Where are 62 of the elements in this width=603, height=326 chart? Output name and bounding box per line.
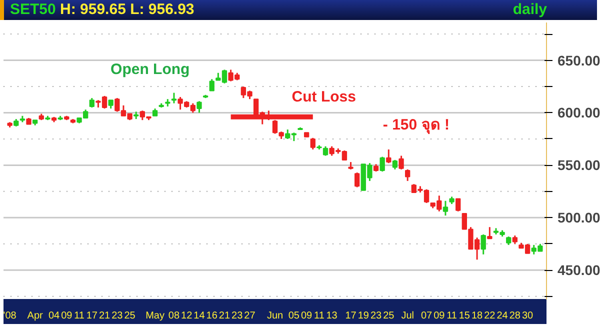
annotation: Open Long	[110, 60, 190, 78]
x-tick-label: 15	[458, 310, 470, 322]
candlestick	[171, 92, 177, 104]
y-tick-label: 500.00	[558, 210, 601, 226]
candlestick	[322, 146, 328, 157]
x-tick-label: 22	[484, 310, 496, 322]
x-tick-label: 23	[112, 310, 124, 322]
x-tick-label: 04	[48, 310, 60, 322]
x-tick-label: 25	[383, 310, 395, 322]
x-tick-label: 11	[314, 310, 325, 322]
x-tick-label: 17	[345, 310, 357, 322]
x-tick-label: 07	[420, 310, 433, 322]
candlestick	[354, 172, 360, 188]
x-tick-label: 28	[509, 310, 521, 322]
y-tick-label: 550.00	[558, 157, 601, 174]
x-tick-label: 17	[86, 310, 98, 322]
x-tick-label: 18	[471, 310, 484, 322]
x-tick-label: Jul	[401, 310, 414, 322]
candlestick	[380, 156, 385, 172]
x-tick-label: 09	[301, 310, 313, 322]
x-tick-label: 25	[124, 310, 136, 322]
x-tick-label: 21	[98, 310, 111, 322]
candlestick	[398, 155, 404, 170]
x-tick-label: May	[146, 310, 164, 322]
y-tick-label: 650.00	[558, 52, 601, 68]
annotation: - 150 จุด !	[382, 116, 450, 134]
y-tick-label: 600.00	[558, 104, 601, 121]
candlestick	[442, 200, 448, 216]
x-tick-label: 12	[181, 310, 193, 322]
x-tick-label: 27	[244, 310, 256, 322]
annotation: Cut Loss	[292, 88, 356, 106]
x-tick-label: 21	[218, 310, 230, 322]
chart-title: SET50 H: 959.65 L: 956.93	[10, 1, 194, 18]
x-tick-label: 11	[446, 310, 458, 322]
x-tick-label: 14	[194, 310, 206, 322]
candlestick	[310, 137, 316, 150]
candlestick	[405, 168, 410, 182]
x-tick-label: 09	[434, 310, 446, 322]
candlestick	[89, 97, 94, 108]
y-tick-label: 450.00	[558, 262, 601, 278]
candlestick	[456, 198, 461, 212]
x-tick-label: 23	[370, 310, 382, 322]
x-tick-label: 19	[358, 310, 370, 322]
chart-subtitle: daily	[512, 0, 547, 20]
x-tick-label: 09	[61, 310, 73, 322]
candlestick	[392, 159, 398, 170]
x-tick-label: 08	[168, 310, 180, 322]
x-tick-label: 05	[288, 310, 300, 322]
x-tick-label: 11	[74, 310, 85, 322]
x-tick-label: Jun	[266, 310, 284, 322]
candlestick	[386, 148, 392, 164]
candlestick	[196, 100, 202, 114]
x-tick-label: 23	[232, 310, 244, 322]
candlestick	[209, 78, 214, 92]
x-tick-label: 30	[522, 310, 534, 322]
x-tick-label: 13	[326, 310, 338, 322]
x-tick-label: 24	[496, 310, 508, 322]
candlestick	[480, 234, 486, 256]
x-tick-label: 16	[206, 310, 218, 322]
x-tick-label: '08	[3, 310, 17, 322]
x-tick-label: Apr	[27, 310, 44, 322]
candlestick	[487, 226, 492, 240]
